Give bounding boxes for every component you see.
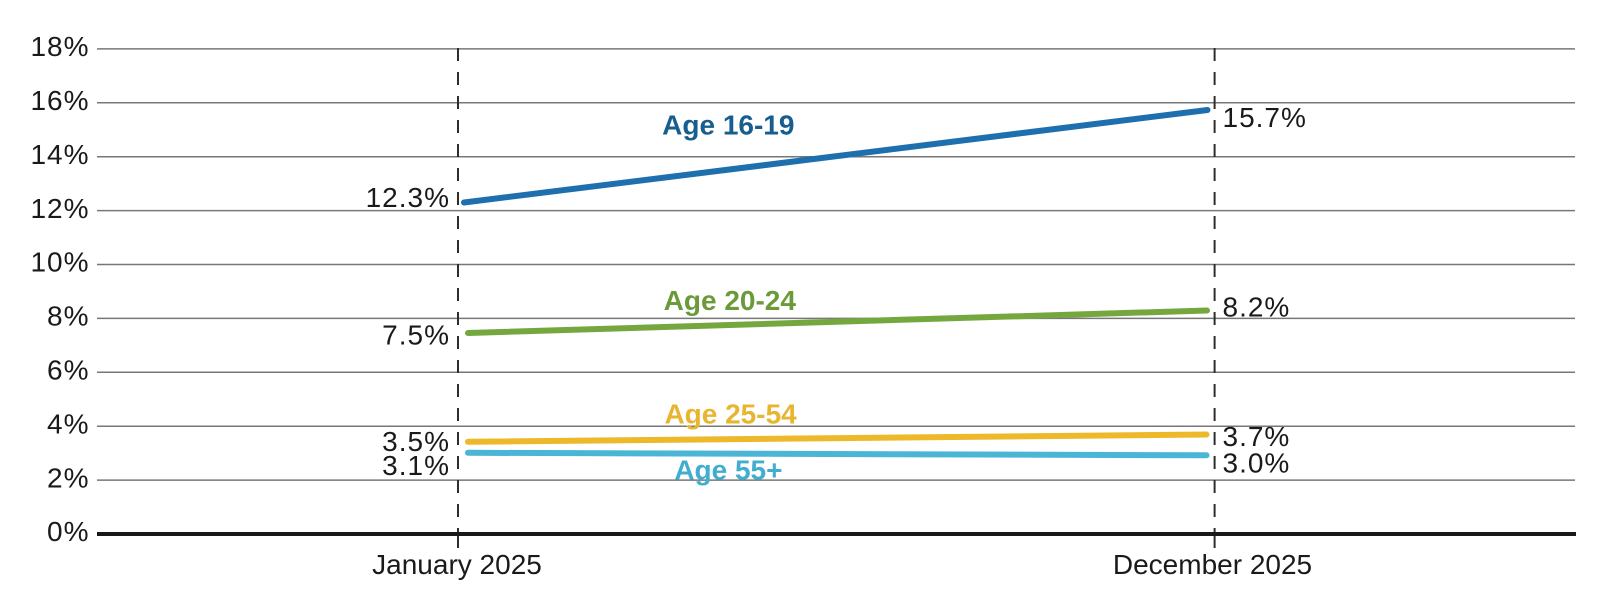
svg-text:14%: 14% xyxy=(30,139,89,170)
svg-text:Age 16-19: Age 16-19 xyxy=(662,109,794,140)
svg-text:3.1%: 3.1% xyxy=(382,450,450,481)
svg-text:8.2%: 8.2% xyxy=(1223,292,1291,323)
svg-text:3.0%: 3.0% xyxy=(1223,448,1291,479)
svg-text:0%: 0% xyxy=(47,516,89,547)
svg-text:12.3%: 12.3% xyxy=(366,182,450,213)
svg-text:8%: 8% xyxy=(47,301,89,332)
svg-text:16%: 16% xyxy=(30,85,89,116)
svg-text:January 2025: January 2025 xyxy=(372,549,542,580)
svg-text:Age 20-24: Age 20-24 xyxy=(664,285,797,316)
svg-text:15.7%: 15.7% xyxy=(1223,102,1307,133)
svg-text:4%: 4% xyxy=(47,408,89,439)
svg-text:6%: 6% xyxy=(47,355,89,386)
svg-text:December 2025: December 2025 xyxy=(1113,549,1312,580)
svg-text:10%: 10% xyxy=(30,247,89,278)
svg-text:7.5%: 7.5% xyxy=(382,320,450,351)
svg-text:Age 25-54: Age 25-54 xyxy=(664,399,797,430)
svg-text:Age 55+: Age 55+ xyxy=(674,454,782,485)
svg-text:2%: 2% xyxy=(47,462,89,493)
svg-text:12%: 12% xyxy=(30,193,89,224)
svg-text:3.5%: 3.5% xyxy=(382,426,450,457)
svg-text:18%: 18% xyxy=(30,31,89,62)
svg-text:3.7%: 3.7% xyxy=(1223,421,1291,452)
